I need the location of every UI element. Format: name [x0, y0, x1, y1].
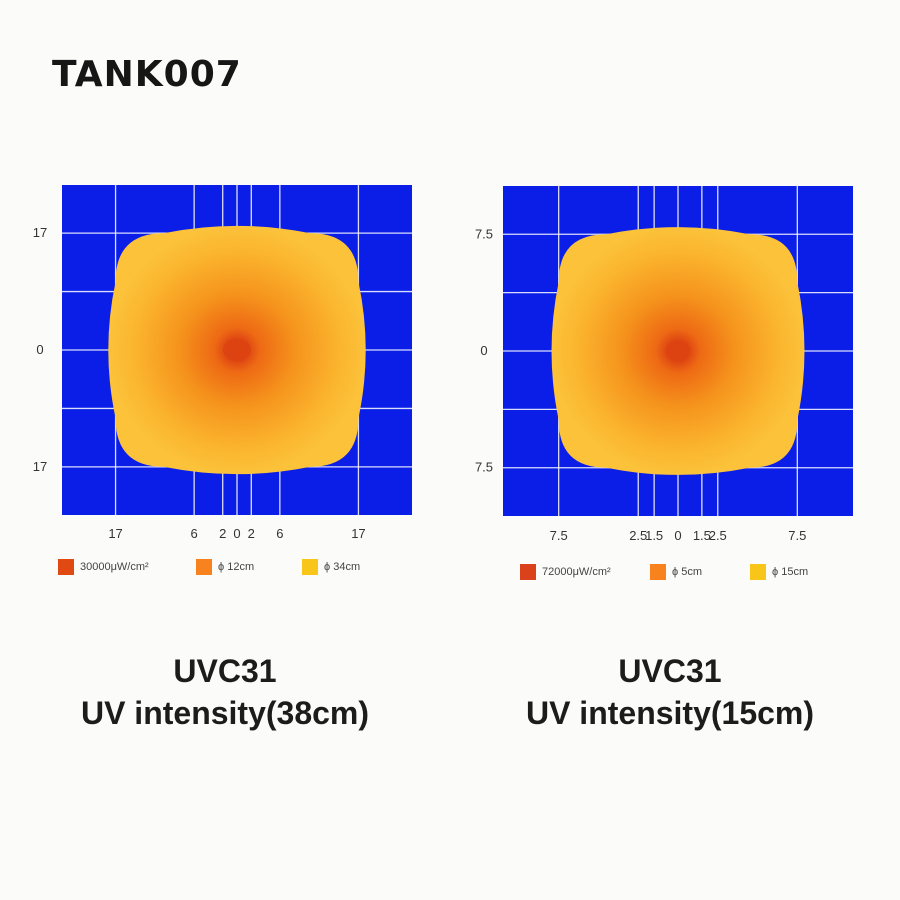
legend-label-core: 30000μW/cm²: [80, 561, 149, 573]
chart-subtitle: UV intensity(38cm): [80, 695, 370, 731]
chart-caption-15cm: UVC31 UV intensity(15cm): [445, 650, 895, 734]
legend-label-outer: ϕ 15cm: [772, 566, 809, 578]
chart-title: UVC31: [173, 653, 277, 689]
legend-38cm: 30000μW/cm² ϕ 12cm ϕ 34cm: [58, 559, 448, 579]
chart-title: UVC31: [618, 653, 722, 689]
legend-swatch-outer: [750, 564, 766, 580]
legend-swatch-outer: [302, 559, 318, 575]
logo-text: TANK007: [52, 54, 242, 95]
legend-item-core: 72000μW/cm²: [520, 564, 611, 580]
y-tick-label: 7.5: [475, 460, 493, 475]
x-tick-label: 17: [351, 526, 365, 541]
x-tick-label: 2.5: [629, 528, 647, 543]
legend-swatch-core: [520, 564, 536, 580]
beam-spot-core: [665, 340, 691, 362]
legend-label-core: 72000μW/cm²: [542, 566, 611, 578]
chart-panel-15cm: 7.5 2.5 1.5 0 1.5 2.5 7.5 7.5 0 7.5 72000μW/cm² ϕ…: [450, 0, 900, 900]
x-tick-label: 0: [233, 526, 240, 541]
legend-swatch-core: [58, 559, 74, 575]
legend-item-mid: ϕ 5cm: [650, 564, 702, 580]
x-tick-label: 2: [248, 526, 255, 541]
x-tick-label: 7.5: [788, 528, 806, 543]
intensity-heatmap-15cm: 7.5 2.51.5 0 1.52.5 7.57.507.5: [475, 186, 853, 543]
legend-15cm: 72000μW/cm² ϕ 5cm ϕ 15cm: [520, 564, 900, 584]
chart-panel-38cm: 17 6 2 0 2 6 17 17 0 17 30000μW/cm² ϕ 12cm ϕ 34cm…: [0, 185, 450, 734]
legend-label-mid: ϕ 12cm: [218, 561, 255, 573]
chart-caption-38cm: UVC31 UV intensity(38cm): [0, 650, 450, 734]
x-tick-label: 1.5: [645, 528, 663, 543]
legend-swatch-mid: [650, 564, 666, 580]
legend-item-core: 30000μW/cm²: [58, 559, 149, 575]
x-tick-label: 7.5: [550, 528, 568, 543]
legend-swatch-mid: [196, 559, 212, 575]
brand-logo: TANK007: [52, 40, 272, 100]
x-tick-label: 1.5: [693, 528, 711, 543]
legend-item-mid: ϕ 12cm: [196, 559, 254, 575]
y-tick-label: 0: [36, 342, 43, 357]
x-tick-label: 2.5: [709, 528, 727, 543]
y-tick-label: 17: [33, 459, 47, 474]
x-tick-label: 6: [276, 526, 283, 541]
y-tick-label: 0: [480, 343, 487, 358]
legend-item-outer: ϕ 15cm: [750, 564, 808, 580]
legend-label-outer: ϕ 34cm: [324, 561, 361, 573]
beam-spot-core: [223, 338, 251, 362]
y-tick-label: 17: [33, 225, 47, 240]
legend-label-mid: ϕ 5cm: [672, 566, 702, 578]
y-tick-label: 7.5: [475, 226, 493, 241]
x-tick-label: 2: [219, 526, 226, 541]
x-tick-label: 6: [191, 526, 198, 541]
x-tick-label: 0: [674, 528, 681, 543]
legend-item-outer: ϕ 34cm: [302, 559, 360, 575]
chart-subtitle: UV intensity(15cm): [525, 695, 815, 731]
x-tick-label: 17: [108, 526, 122, 541]
